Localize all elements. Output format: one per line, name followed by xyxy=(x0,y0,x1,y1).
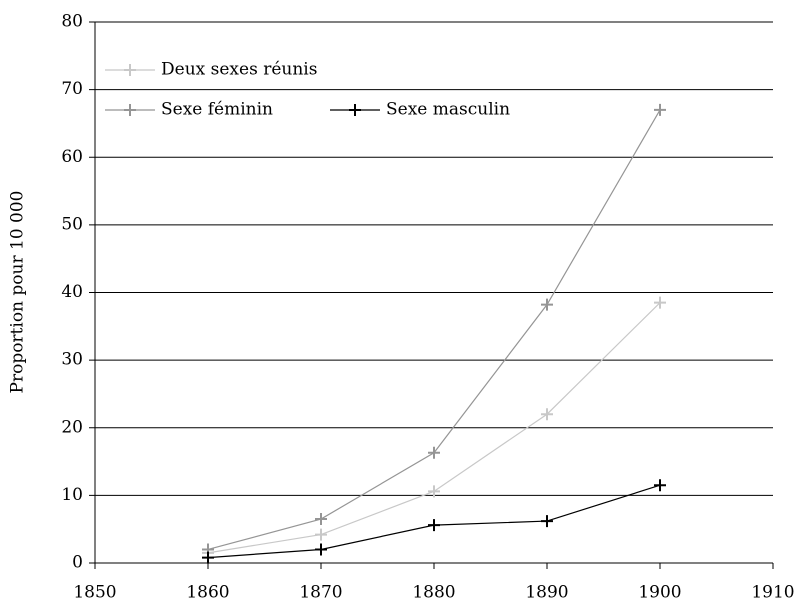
x-tick-label: 1880 xyxy=(412,583,455,603)
legend-marker xyxy=(124,104,136,116)
legend-marker xyxy=(124,64,136,76)
marker xyxy=(541,298,553,311)
y-tick-label: 50 xyxy=(61,214,83,234)
marker xyxy=(428,485,440,498)
x-tick-label: 1850 xyxy=(73,583,116,603)
marker xyxy=(541,515,553,528)
legend-label: Sexe masculin xyxy=(386,100,510,120)
legend-label: Deux sexes réunis xyxy=(161,60,317,80)
y-axis-label: Proportion pour 10 000 xyxy=(8,191,28,394)
y-tick-label: 0 xyxy=(72,553,83,573)
legend-marker xyxy=(349,104,361,116)
y-tick-label: 20 xyxy=(61,417,83,437)
marker xyxy=(541,408,553,421)
x-tick-label: 1910 xyxy=(751,583,794,603)
y-tick-label: 30 xyxy=(61,350,83,370)
series-line xyxy=(207,109,661,551)
x-tick-label: 1890 xyxy=(525,583,568,603)
y-tick-label: 80 xyxy=(61,12,83,32)
marker xyxy=(428,519,440,532)
marker xyxy=(654,479,666,492)
marker xyxy=(428,446,440,459)
marker xyxy=(315,513,327,526)
y-tick-label: 60 xyxy=(61,147,83,167)
marker xyxy=(202,551,214,564)
marker xyxy=(654,296,666,309)
x-tick-label: 1900 xyxy=(638,583,681,603)
marker xyxy=(654,103,666,116)
y-tick-label: 10 xyxy=(61,485,83,505)
x-tick-label: 1860 xyxy=(186,583,229,603)
y-tick-label: 40 xyxy=(61,282,83,302)
marker xyxy=(315,543,327,556)
marker xyxy=(315,528,327,541)
legend-label: Sexe féminin xyxy=(161,100,273,120)
y-tick-label: 70 xyxy=(61,79,83,99)
x-tick-label: 1870 xyxy=(299,583,342,603)
